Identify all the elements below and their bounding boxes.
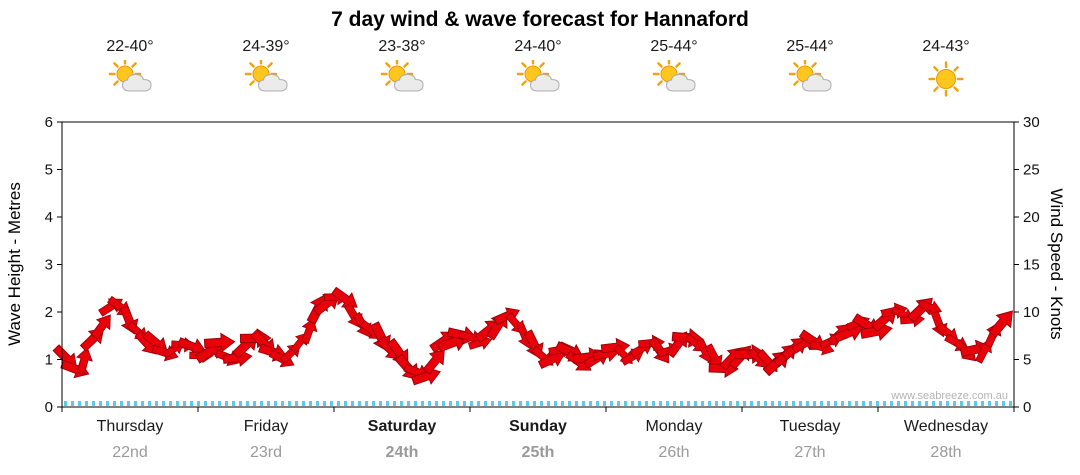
- weather-icon-cell: [334, 60, 470, 100]
- y-right-tick-label: 10: [1023, 304, 1040, 321]
- day-temp: 24-39°: [242, 38, 290, 55]
- weather-icon-cell: [62, 60, 198, 100]
- left-axis: 0 1 2 3 4 5 6: [45, 114, 62, 416]
- sun: [108, 60, 142, 91]
- y-left-tick-label: 5: [45, 162, 53, 179]
- temperature-row: 22-40° 24-39° 23-38° 24-40° 25-44° 25-44…: [62, 38, 1014, 56]
- day-names-row: Thursday Friday Saturday Sunday Monday T…: [62, 418, 1014, 436]
- day-dates-row: 22nd 23rd 24th 25th 26th 27th 28th: [62, 444, 1014, 462]
- sun-icon: [928, 61, 964, 97]
- right-axis: 0 5 10 15 20 25 30: [1014, 114, 1040, 416]
- y-right-tick-label: 15: [1023, 257, 1040, 274]
- left-axis-label: Wave Height - Metres: [5, 182, 24, 346]
- y-left-tick-label: 4: [45, 209, 53, 226]
- day-name: Sunday: [509, 418, 567, 435]
- sun: [516, 60, 550, 91]
- day-temp: 24-40°: [514, 38, 562, 55]
- weather-icon-cell: [198, 60, 334, 100]
- day-date: 27th: [794, 444, 826, 461]
- y-left-tick-label: 0: [45, 399, 53, 416]
- watermark: www.seabreeze.com.au: [891, 390, 1008, 402]
- plot-border: [61, 121, 1015, 408]
- tide-ticks: [64, 401, 1012, 406]
- sun-behind-cloud-icon: [788, 60, 832, 92]
- wind-speed-series: [52, 286, 1013, 386]
- day-temp: 24-43°: [922, 38, 970, 55]
- day-name: Tuesday: [779, 418, 841, 435]
- cloud: [393, 73, 424, 92]
- day-name: Saturday: [367, 418, 437, 435]
- sun-behind-cloud-icon: [244, 60, 288, 92]
- day-date: 23rd: [249, 444, 283, 461]
- y-left-tick-label: 6: [45, 114, 53, 131]
- day-temp: 25-44°: [786, 38, 834, 55]
- cloud: [529, 73, 560, 92]
- cloud: [121, 73, 152, 92]
- day-temp: 23-38°: [378, 38, 426, 55]
- sun-behind-cloud-icon: [652, 60, 696, 92]
- sun-behind-cloud-icon: [516, 60, 560, 92]
- weather-icon-cell: [742, 60, 878, 100]
- sun-behind-cloud-icon: [380, 60, 424, 92]
- sun: [928, 61, 964, 97]
- cloud: [801, 73, 832, 92]
- y-right-tick-label: 5: [1023, 352, 1031, 369]
- page-title: 7 day wind & wave forecast for Hannaford: [331, 8, 749, 31]
- weather-icon-cell: [470, 60, 606, 100]
- cloud: [665, 73, 696, 92]
- day-temp: 22-40°: [106, 38, 154, 55]
- day-date: 24th: [385, 444, 419, 461]
- y-right-tick-label: 30: [1023, 114, 1040, 131]
- day-date: 22nd: [112, 444, 148, 461]
- day-name: Monday: [645, 418, 703, 435]
- right-axis-label: Wind Speed - Knots: [1047, 188, 1066, 340]
- weather-icons-row: [62, 60, 1014, 100]
- y-left-tick-label: 1: [45, 352, 53, 369]
- y-right-tick-label: 20: [1023, 209, 1040, 226]
- cloud: [257, 73, 288, 92]
- y-left-tick-label: 2: [45, 304, 53, 321]
- day-name: Thursday: [96, 418, 164, 435]
- day-date: 26th: [658, 444, 690, 461]
- y-left-tick-label: 3: [45, 257, 53, 274]
- y-right-tick-label: 25: [1023, 162, 1040, 179]
- x-axis-day-ticks: [61, 407, 1015, 412]
- day-name: Wednesday: [903, 418, 989, 435]
- day-temp: 25-44°: [650, 38, 698, 55]
- day-name: Friday: [243, 418, 289, 435]
- sun-behind-cloud-icon: [108, 60, 152, 92]
- weather-icon-cell: [606, 60, 742, 100]
- weather-icon-cell: [878, 60, 1014, 100]
- day-date: 25th: [521, 444, 555, 461]
- day-date: 28th: [930, 444, 962, 461]
- y-right-tick-label: 0: [1023, 399, 1031, 416]
